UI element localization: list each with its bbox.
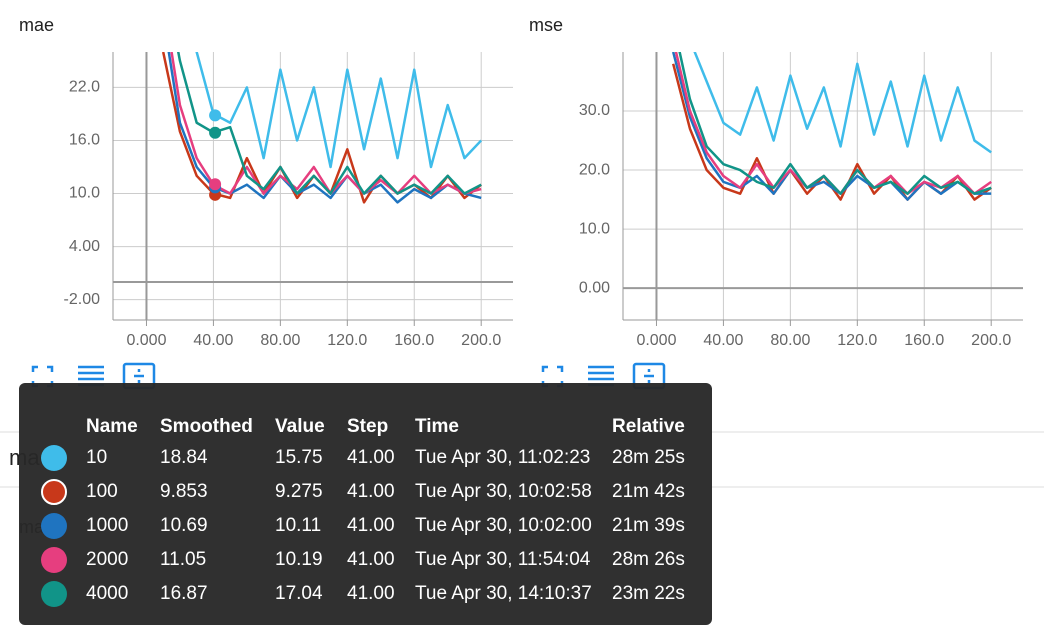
chart-title: mse xyxy=(529,15,563,35)
tooltip-header: Relative xyxy=(612,416,685,437)
chart: mse 0.00 10.0 20.0 30.0 0.000 40.00 80.00 120.0 1… xyxy=(529,15,1023,349)
tooltip-cell: 10.19 xyxy=(275,549,323,570)
series-line xyxy=(693,52,992,154)
tooltip-cell: 28m 25s xyxy=(612,447,685,468)
x-tick-label: 80.00 xyxy=(770,332,810,349)
y-tick-label: 0.00 xyxy=(579,279,610,296)
tooltip-cell: 41.00 xyxy=(347,549,395,570)
y-tick-label: 10.0 xyxy=(579,220,610,237)
series-line xyxy=(671,52,992,201)
x-tick-label: 200.0 xyxy=(461,332,501,349)
tooltip-header: Value xyxy=(275,416,325,437)
tooltip-cell: 21m 39s xyxy=(612,515,685,536)
hover-point xyxy=(209,126,222,139)
x-tick-label: 40.00 xyxy=(193,332,233,349)
tooltip-cell: 21m 42s xyxy=(612,481,685,502)
x-tick-label: 160.0 xyxy=(394,332,434,349)
x-tick-label: 80.00 xyxy=(260,332,300,349)
series-swatch xyxy=(41,581,67,607)
tooltip-cell: 41.00 xyxy=(347,447,395,468)
tooltip-cell: 9.275 xyxy=(275,481,323,502)
tooltip-cell: 2000 xyxy=(86,549,129,570)
log-scale-button[interactable] xyxy=(588,365,614,387)
tooltip-header: Name xyxy=(86,416,138,437)
tooltip-cell: Tue Apr 30, 14:10:37 xyxy=(415,583,592,604)
x-tick-label: 40.00 xyxy=(703,332,743,349)
tooltip-cell: 4000 xyxy=(86,583,129,604)
y-tick-label: 30.0 xyxy=(579,102,610,119)
log-scale-button[interactable] xyxy=(78,365,104,387)
hover-point xyxy=(209,109,222,122)
hover-point xyxy=(209,178,222,191)
tooltip-cell: 10.69 xyxy=(160,515,208,536)
x-tick-label: 120.0 xyxy=(327,332,367,349)
tooltip-cell: Tue Apr 30, 10:02:58 xyxy=(415,481,592,502)
x-tick-label: 160.0 xyxy=(904,332,944,349)
tooltip-header: Smoothed xyxy=(160,416,253,437)
tooltip-cell: 1000 xyxy=(86,515,129,536)
tooltip-cell: 28m 26s xyxy=(612,549,685,570)
tooltip-cell: 17.04 xyxy=(275,583,323,604)
y-tick-label: 4.00 xyxy=(69,238,100,255)
tooltip-cell: 16.87 xyxy=(160,583,208,604)
tooltip-cell: 9.853 xyxy=(160,481,208,502)
series-swatch xyxy=(41,479,67,505)
tooltip-header: Step xyxy=(347,416,389,437)
fullscreen-button[interactable] xyxy=(31,365,54,388)
series-swatch xyxy=(41,445,67,471)
tooltip-header: Time xyxy=(415,416,460,437)
series-swatch xyxy=(41,547,67,573)
chart: mae -2.00 4.00 10.0 16.0 22.0 0.000 40.00 80.00 1… xyxy=(19,15,513,349)
x-tick-label: 0.000 xyxy=(636,332,676,349)
x-tick-label: 0.000 xyxy=(126,332,166,349)
fullscreen-button[interactable] xyxy=(541,365,564,388)
tooltip-cell: 41.00 xyxy=(347,515,395,536)
series-group xyxy=(161,52,483,204)
tooltip-cell: Tue Apr 30, 11:02:23 xyxy=(415,447,591,468)
tooltip-cell: 15.75 xyxy=(275,447,323,468)
tooltip-cell: Tue Apr 30, 11:54:04 xyxy=(415,549,591,570)
tooltip: Name Smoothed Value Step Time Relative 10 18.84… xyxy=(19,383,712,625)
y-tick-label: 16.0 xyxy=(69,132,100,149)
tooltip-cell: Tue Apr 30, 10:02:00 xyxy=(415,515,592,536)
y-tick-label: 10.0 xyxy=(69,185,100,202)
tooltip-cell: 100 xyxy=(86,481,118,502)
tooltip-cell: 23m 22s xyxy=(612,583,685,604)
series-group xyxy=(671,52,992,201)
y-tick-label: 22.0 xyxy=(69,79,100,96)
y-tick-label: -2.00 xyxy=(64,291,101,308)
chart-title: mae xyxy=(19,15,54,35)
series-swatch xyxy=(41,513,67,539)
tooltip-cell: 41.00 xyxy=(347,583,395,604)
series-line xyxy=(177,52,482,195)
tooltip-cell: 10.11 xyxy=(275,515,322,536)
tooltip-cell: 11.05 xyxy=(160,549,207,570)
tooltip-cell: 18.84 xyxy=(160,447,208,468)
tooltip-cell: 41.00 xyxy=(347,481,395,502)
tooltip-cell: 10 xyxy=(86,447,108,468)
y-tick-label: 20.0 xyxy=(579,161,610,178)
series-line xyxy=(678,52,992,195)
series-line xyxy=(170,52,482,195)
x-tick-label: 200.0 xyxy=(971,332,1011,349)
series-line xyxy=(195,52,483,169)
x-tick-label: 120.0 xyxy=(837,332,877,349)
series-line xyxy=(167,52,482,204)
